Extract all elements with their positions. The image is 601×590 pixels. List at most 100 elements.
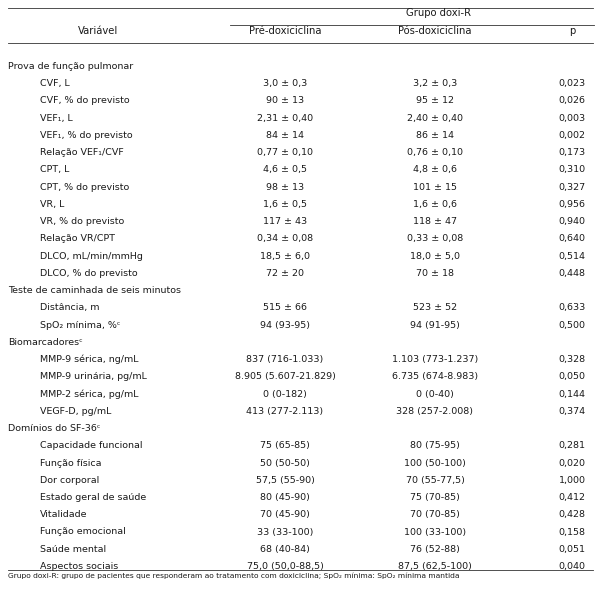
Text: Grupo doxi-R: Grupo doxi-R [406, 8, 471, 18]
Text: 0 (0-40): 0 (0-40) [416, 389, 454, 398]
Text: Grupo doxi-R: grupo de pacientes que responderam ao tratamento com doxiciclina; : Grupo doxi-R: grupo de pacientes que res… [8, 573, 460, 579]
Text: 101 ± 15: 101 ± 15 [413, 182, 457, 192]
Text: 0,020: 0,020 [558, 458, 585, 467]
Text: 70 ± 18: 70 ± 18 [416, 269, 454, 278]
Text: Vitalidade: Vitalidade [40, 510, 88, 519]
Text: CPT, L: CPT, L [40, 165, 69, 174]
Text: 2,40 ± 0,40: 2,40 ± 0,40 [407, 113, 463, 123]
Text: 0,040: 0,040 [558, 562, 585, 571]
Text: 100 (50-100): 100 (50-100) [404, 458, 466, 467]
Text: 3,0 ± 0,3: 3,0 ± 0,3 [263, 79, 307, 88]
Text: 0,328: 0,328 [558, 355, 585, 364]
Text: 4,6 ± 0,5: 4,6 ± 0,5 [263, 165, 307, 174]
Text: VR, L: VR, L [40, 200, 64, 209]
Text: 18,5 ± 6,0: 18,5 ± 6,0 [260, 251, 310, 261]
Text: VEGF-D, pg/mL: VEGF-D, pg/mL [40, 407, 111, 416]
Text: 57,5 (55-90): 57,5 (55-90) [255, 476, 314, 485]
Text: 94 (93-95): 94 (93-95) [260, 320, 310, 329]
Text: 76 (52-88): 76 (52-88) [410, 545, 460, 554]
Text: 523 ± 52: 523 ± 52 [413, 303, 457, 312]
Text: 4,8 ± 0,6: 4,8 ± 0,6 [413, 165, 457, 174]
Text: 0,77 ± 0,10: 0,77 ± 0,10 [257, 148, 313, 157]
Text: p: p [569, 26, 575, 36]
Text: Capacidade funcional: Capacidade funcional [40, 441, 142, 450]
Text: Saúde mental: Saúde mental [40, 545, 106, 554]
Text: Função emocional: Função emocional [40, 527, 126, 536]
Text: 94 (91-95): 94 (91-95) [410, 320, 460, 329]
Text: 118 ± 47: 118 ± 47 [413, 217, 457, 226]
Text: 0,003: 0,003 [558, 113, 585, 123]
Text: 0,158: 0,158 [558, 527, 585, 536]
Text: Domínios do SF-36ᶜ: Domínios do SF-36ᶜ [8, 424, 100, 433]
Text: 86 ± 14: 86 ± 14 [416, 131, 454, 140]
Text: 75 (70-85): 75 (70-85) [410, 493, 460, 502]
Text: VEF₁, L: VEF₁, L [40, 113, 73, 123]
Text: 0,428: 0,428 [558, 510, 585, 519]
Text: 95 ± 12: 95 ± 12 [416, 96, 454, 105]
Text: 0,34 ± 0,08: 0,34 ± 0,08 [257, 234, 313, 243]
Text: Relação VEF₁/CVF: Relação VEF₁/CVF [40, 148, 124, 157]
Text: Distância, m: Distância, m [40, 303, 100, 312]
Text: DLCO, mL/min/mmHg: DLCO, mL/min/mmHg [40, 251, 143, 261]
Text: VR, % do previsto: VR, % do previsto [40, 217, 124, 226]
Text: 0,374: 0,374 [558, 407, 585, 416]
Text: 3,2 ± 0,3: 3,2 ± 0,3 [413, 79, 457, 88]
Text: 0,281: 0,281 [558, 441, 585, 450]
Text: MMP-9 sérica, ng/mL: MMP-9 sérica, ng/mL [40, 355, 138, 365]
Text: Biomarcadoresᶜ: Biomarcadoresᶜ [8, 337, 83, 347]
Text: 0,144: 0,144 [558, 389, 585, 398]
Text: 0,633: 0,633 [558, 303, 585, 312]
Text: Estado geral de saúde: Estado geral de saúde [40, 493, 146, 502]
Text: 0,026: 0,026 [558, 96, 585, 105]
Text: CPT, % do previsto: CPT, % do previsto [40, 182, 129, 192]
Text: 0,448: 0,448 [558, 269, 585, 278]
Text: 90 ± 13: 90 ± 13 [266, 96, 304, 105]
Text: 87,5 (62,5-100): 87,5 (62,5-100) [398, 562, 472, 571]
Text: 0,051: 0,051 [558, 545, 585, 554]
Text: CVF, % do previsto: CVF, % do previsto [40, 96, 130, 105]
Text: Aspectos sociais: Aspectos sociais [40, 562, 118, 571]
Text: CVF, L: CVF, L [40, 79, 70, 88]
Text: 1,6 ± 0,5: 1,6 ± 0,5 [263, 200, 307, 209]
Text: 0,76 ± 0,10: 0,76 ± 0,10 [407, 148, 463, 157]
Text: 413 (277-2.113): 413 (277-2.113) [246, 407, 323, 416]
Text: Função física: Função física [40, 458, 102, 467]
Text: 70 (55-77,5): 70 (55-77,5) [406, 476, 465, 485]
Text: DLCO, % do previsto: DLCO, % do previsto [40, 269, 138, 278]
Text: 0,940: 0,940 [558, 217, 585, 226]
Text: 68 (40-84): 68 (40-84) [260, 545, 310, 554]
Text: Prova de função pulmonar: Prova de função pulmonar [8, 62, 133, 71]
Text: 75 (65-85): 75 (65-85) [260, 441, 310, 450]
Text: 80 (75-95): 80 (75-95) [410, 441, 460, 450]
Text: 0 (0-182): 0 (0-182) [263, 389, 307, 398]
Text: MMP-9 urinária, pg/mL: MMP-9 urinária, pg/mL [40, 372, 147, 381]
Text: 117 ± 43: 117 ± 43 [263, 217, 307, 226]
Text: Variável: Variável [78, 26, 118, 36]
Text: 98 ± 13: 98 ± 13 [266, 182, 304, 192]
Text: 0,002: 0,002 [558, 131, 585, 140]
Text: MMP-2 sérica, pg/mL: MMP-2 sérica, pg/mL [40, 389, 138, 399]
Text: 6.735 (674-8.983): 6.735 (674-8.983) [392, 372, 478, 381]
Text: 33 (33-100): 33 (33-100) [257, 527, 313, 536]
Text: Dor corporal: Dor corporal [40, 476, 99, 485]
Text: 0,640: 0,640 [558, 234, 585, 243]
Text: 515 ± 66: 515 ± 66 [263, 303, 307, 312]
Text: 72 ± 20: 72 ± 20 [266, 269, 304, 278]
Text: 0,514: 0,514 [558, 251, 585, 261]
Text: Teste de caminhada de seis minutos: Teste de caminhada de seis minutos [8, 286, 181, 295]
Text: 0,412: 0,412 [558, 493, 585, 502]
Text: SpO₂ mínima, %ᶜ: SpO₂ mínima, %ᶜ [40, 320, 120, 329]
Text: 50 (50-50): 50 (50-50) [260, 458, 310, 467]
Text: 18,0 ± 5,0: 18,0 ± 5,0 [410, 251, 460, 261]
Text: 0,173: 0,173 [558, 148, 585, 157]
Text: 2,31 ± 0,40: 2,31 ± 0,40 [257, 113, 313, 123]
Text: 1,000: 1,000 [558, 476, 585, 485]
Text: 1,6 ± 0,6: 1,6 ± 0,6 [413, 200, 457, 209]
Text: 0,956: 0,956 [558, 200, 585, 209]
Text: 80 (45-90): 80 (45-90) [260, 493, 310, 502]
Text: Pré-doxiciclina: Pré-doxiciclina [249, 26, 322, 36]
Text: 84 ± 14: 84 ± 14 [266, 131, 304, 140]
Text: 0,023: 0,023 [558, 79, 585, 88]
Text: Pós-doxiciclina: Pós-doxiciclina [398, 26, 472, 36]
Text: VEF₁, % do previsto: VEF₁, % do previsto [40, 131, 133, 140]
